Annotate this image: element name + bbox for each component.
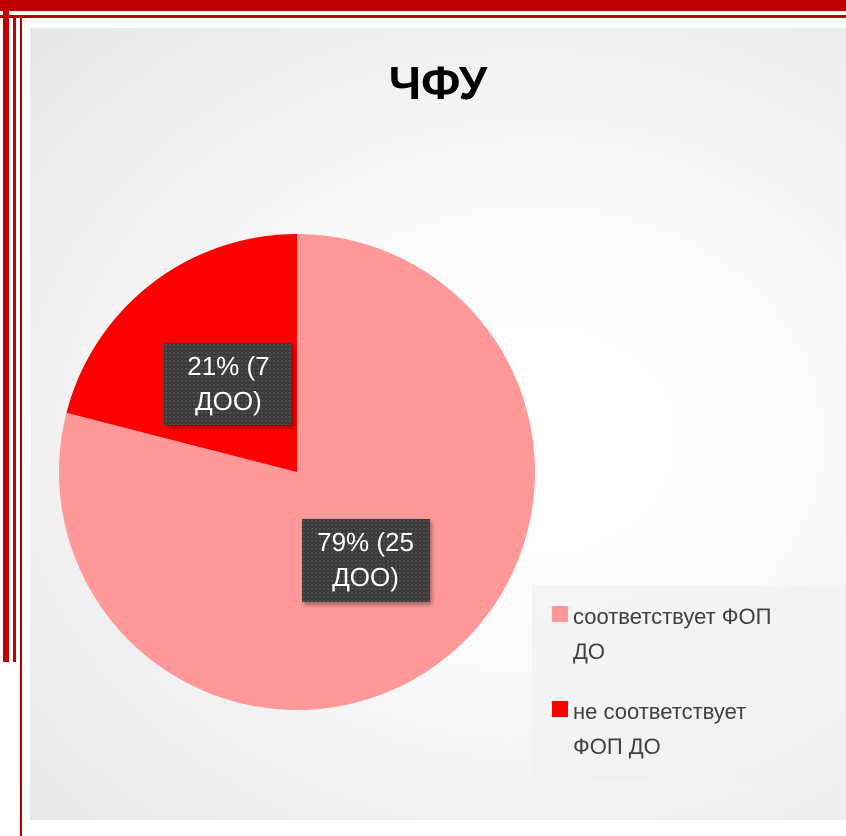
frame-top	[0, 0, 846, 11]
pie	[59, 234, 536, 710]
chart-title: ЧФУ	[388, 57, 488, 109]
frame-left	[3, 0, 9, 662]
frame-left-inner	[20, 15, 22, 836]
legend-swatch	[552, 606, 568, 622]
data-label: 79% (25 ДОО)	[301, 519, 430, 602]
data-label: 21% (7 ДОО)	[164, 342, 293, 425]
legend-label: не соответствует ФОП ДО	[573, 699, 747, 760]
legend-swatch	[552, 701, 568, 717]
frame-top-thin	[0, 15, 846, 18]
legend-entry: не соответствует ФОП ДО	[552, 694, 788, 764]
legend-entry: соответствует ФОП ДО	[552, 599, 788, 669]
legend: соответствует ФОП ДО не соответствует ФОП…	[532, 585, 846, 780]
frame-left-thin	[13, 15, 16, 662]
legend-label: соответствует ФОП ДО	[573, 604, 772, 665]
